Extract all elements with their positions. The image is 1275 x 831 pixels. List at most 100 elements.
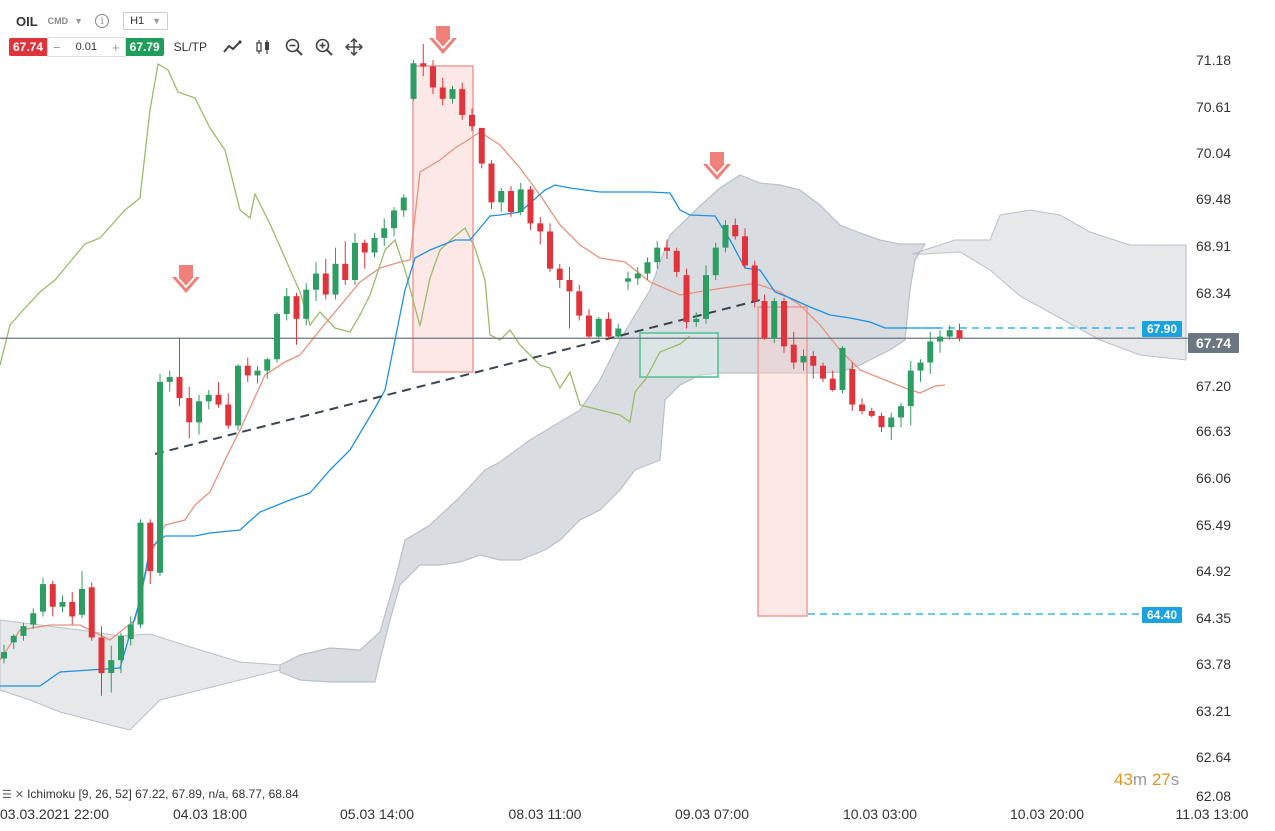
buy-button[interactable]: 67.79 bbox=[125, 38, 164, 56]
candle bbox=[781, 297, 787, 353]
candle bbox=[264, 357, 271, 379]
symbol-name[interactable]: OIL bbox=[16, 13, 38, 29]
candle-body bbox=[118, 635, 124, 661]
chart-header: OIL CMD ▼ i H1 ▼ bbox=[8, 10, 169, 32]
candle-body bbox=[556, 268, 563, 280]
timeframe-value: H1 bbox=[130, 15, 145, 27]
candlestick-icon[interactable] bbox=[255, 39, 273, 55]
candle bbox=[342, 241, 349, 285]
candle bbox=[556, 263, 563, 289]
chikou-span-line bbox=[0, 62, 691, 424]
candle bbox=[810, 351, 817, 379]
quantity-value[interactable]: 0.01 bbox=[75, 41, 98, 53]
candle bbox=[59, 595, 66, 613]
price-tick: 64.92 bbox=[1196, 563, 1232, 579]
candle bbox=[605, 312, 612, 339]
candle bbox=[118, 632, 124, 674]
timer-seconds-unit: s bbox=[1170, 770, 1180, 789]
price-tick: 68.91 bbox=[1196, 238, 1232, 254]
candle-body bbox=[108, 660, 115, 674]
candle bbox=[137, 519, 144, 628]
candle-body bbox=[205, 394, 212, 402]
candle bbox=[644, 257, 651, 280]
candle bbox=[283, 288, 290, 321]
symbol-dropdown-icon[interactable]: ▼ bbox=[74, 16, 84, 26]
zoom-out-icon[interactable] bbox=[285, 38, 303, 56]
candle-body bbox=[293, 296, 300, 319]
decrease-button[interactable]: − bbox=[53, 39, 61, 55]
candle bbox=[322, 258, 329, 300]
candle-body bbox=[683, 275, 690, 323]
candle bbox=[488, 160, 495, 209]
candle bbox=[634, 267, 641, 285]
time-tick: 04.03 18:00 bbox=[173, 806, 247, 822]
candle bbox=[225, 393, 232, 429]
candle bbox=[147, 519, 154, 585]
candle-body bbox=[235, 365, 241, 426]
candle bbox=[176, 338, 183, 407]
line-chart-icon[interactable] bbox=[223, 39, 243, 55]
increase-button[interactable]: + bbox=[112, 39, 120, 55]
candle-body bbox=[10, 635, 17, 643]
candle-body bbox=[781, 301, 787, 347]
price-tick: 71.18 bbox=[1196, 52, 1232, 68]
candle-body bbox=[742, 236, 748, 266]
candle-body bbox=[459, 89, 466, 115]
move-icon[interactable] bbox=[345, 38, 364, 56]
zoom-in-icon[interactable] bbox=[315, 38, 333, 56]
candle-body bbox=[878, 415, 885, 428]
candle-body bbox=[673, 250, 680, 272]
candle bbox=[371, 233, 378, 258]
candle bbox=[878, 412, 885, 433]
candle bbox=[420, 43, 427, 77]
candle bbox=[654, 241, 661, 269]
sell-signal-arrow-icon bbox=[429, 26, 457, 54]
candle-body bbox=[703, 275, 709, 319]
price-tick: 67.20 bbox=[1196, 378, 1232, 394]
info-icon[interactable]: i bbox=[95, 14, 110, 28]
price-tick: 66.06 bbox=[1196, 470, 1232, 486]
level-tag-upper[interactable]: 67.90 bbox=[1142, 321, 1183, 337]
candle bbox=[254, 365, 261, 384]
sltp-button[interactable]: SL/TP bbox=[173, 40, 208, 54]
candle-body bbox=[595, 318, 602, 337]
candle-body bbox=[127, 624, 134, 640]
price-tick: 70.61 bbox=[1196, 99, 1232, 115]
candle bbox=[10, 634, 17, 649]
candle-body bbox=[576, 291, 583, 316]
candle bbox=[127, 616, 134, 646]
level-tag-lower[interactable]: 64.40 bbox=[1142, 607, 1183, 623]
settings-icon[interactable]: ☰ bbox=[2, 788, 12, 801]
candle bbox=[800, 349, 807, 371]
timeframe-select[interactable]: H1 ▼ bbox=[123, 12, 169, 30]
candle-body bbox=[615, 328, 622, 337]
price-tick: 68.34 bbox=[1196, 285, 1232, 301]
candle-body bbox=[225, 404, 232, 426]
candle bbox=[927, 331, 934, 374]
candle bbox=[166, 370, 173, 392]
sell-button[interactable]: 67.74 bbox=[9, 38, 48, 56]
candle-body bbox=[313, 273, 319, 290]
trade-bar: 67.74 − 0.01 + 67.79 SL/TP bbox=[9, 37, 364, 57]
sell-signal-arrow-icon-shape bbox=[172, 265, 200, 293]
close-icon[interactable]: ✕ bbox=[14, 788, 25, 801]
timer-minutes: 43 bbox=[1114, 770, 1133, 789]
candle-body bbox=[342, 263, 349, 280]
candle bbox=[664, 239, 670, 259]
quantity-stepper[interactable]: − 0.01 + bbox=[47, 37, 126, 57]
candle bbox=[547, 223, 553, 272]
candle bbox=[430, 60, 436, 94]
sell-signal-arrow-icon-chevron bbox=[707, 163, 727, 176]
indicator-legend[interactable]: ☰ ✕ Ichimoku [9, 26, 52] 67.22, 67.89, n… bbox=[2, 787, 299, 801]
candle-body bbox=[498, 191, 505, 203]
candle-body bbox=[439, 87, 446, 99]
candle bbox=[898, 402, 904, 428]
candle bbox=[722, 220, 729, 253]
candle-body bbox=[761, 301, 768, 339]
indicator-label: Ichimoku [9, 26, 52] 67.22, 67.89, n/a, … bbox=[27, 787, 299, 801]
candle-body bbox=[946, 330, 953, 337]
candle bbox=[30, 608, 37, 629]
candle-body bbox=[69, 601, 76, 617]
candle-body bbox=[283, 296, 290, 314]
